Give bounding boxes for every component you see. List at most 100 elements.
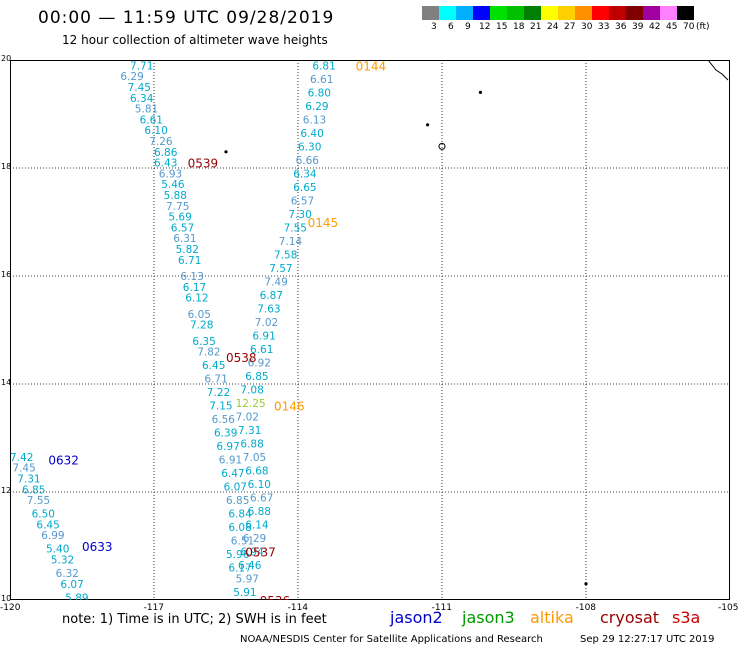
legend-swatch (660, 6, 677, 20)
y-tick-label: 20 (1, 54, 12, 63)
wave-height-value: 7.57 (269, 263, 292, 275)
wave-height-value: 6.35 (192, 336, 215, 348)
legend-label: 30 (581, 22, 593, 32)
wave-height-value: 6.13 (303, 114, 326, 126)
legend-swatch (558, 6, 575, 20)
x-tick-label: -108 (575, 603, 597, 613)
wave-height-value: 5.69 (168, 212, 191, 224)
wave-height-value: 7.05 (243, 452, 266, 464)
wave-height-value: 7.58 (274, 249, 297, 261)
x-tick-label: -105 (718, 603, 739, 613)
wave-height-value: 12.25 (236, 398, 266, 410)
wave-height-value: 5.88 (164, 190, 187, 202)
wave-height-value: 6.34 (293, 168, 317, 180)
wave-height-value: 6.13 (180, 271, 203, 283)
wave-height-value: 6.85 (226, 495, 249, 507)
legend-label: 18 (513, 22, 525, 32)
wave-height-value: 7.02 (255, 317, 278, 329)
wave-height-value: 6.84 (228, 509, 252, 521)
wave-height-value: 7.08 (240, 384, 263, 396)
wave-height-value: 6.14 (245, 519, 269, 531)
wave-height-value: 6.87 (260, 290, 283, 302)
wave-height-value: 6.46 (238, 560, 262, 572)
legend-swatch (575, 6, 592, 20)
wave-height-value: 5.89 (65, 592, 88, 600)
wave-height-value: 6.17 (183, 282, 206, 294)
legend-swatch (592, 6, 609, 20)
wave-height-value: 6.97 (216, 441, 239, 453)
wave-height-value: 6.99 (41, 530, 64, 542)
wave-height-value: 6.34 (130, 93, 154, 105)
land-dot (478, 90, 482, 94)
legend-swatch (626, 6, 643, 20)
wave-height-value: 7.49 (264, 276, 287, 288)
wave-height-value: 7.31 (17, 474, 40, 486)
wave-height-value: 6.39 (214, 428, 237, 440)
legend-s3a: s3a (672, 608, 701, 627)
wave-height-value: 7.45 (128, 82, 151, 94)
wave-height-value: 6.10 (248, 479, 271, 491)
x-tick-label: -114 (287, 603, 309, 613)
legend-label: 6 (448, 22, 454, 32)
color-legend-bar (422, 6, 694, 20)
land-dot (426, 123, 430, 127)
legend-jason2: jason2 (390, 608, 443, 627)
wave-height-value: 6.56 (212, 414, 236, 426)
wave-height-value: 6.10 (144, 125, 167, 137)
wave-height-value: 6.61 (250, 344, 273, 356)
wave-height-value: 6.68 (245, 465, 268, 477)
wave-height-value: 6.61 (310, 74, 333, 86)
wave-height-value: 7.42 (10, 452, 33, 464)
wave-height-value: 6.32 (56, 568, 79, 580)
wave-height-value: 6.51 (231, 536, 254, 548)
legend-label: 33 (598, 22, 610, 32)
wave-height-value: 5.81 (135, 104, 158, 116)
pass-label: 0538 (226, 351, 257, 365)
legend-label: 21 (530, 22, 542, 32)
wave-height-value: 7.55 (27, 495, 50, 507)
wave-height-value: 7.14 (279, 236, 303, 248)
legend-swatch (456, 6, 473, 20)
wave-height-value: 6.71 (178, 255, 201, 267)
wave-height-value: 6.94 (240, 546, 264, 558)
x-tick-label: -120 (0, 603, 21, 613)
wave-height-value: 6.05 (188, 309, 211, 321)
coastline (707, 60, 729, 81)
wave-height-value: 6.50 (32, 509, 55, 521)
wave-height-value: 5.97 (236, 573, 259, 585)
wave-height-value: 5.82 (176, 244, 199, 256)
legend-swatch (643, 6, 660, 20)
legend-label: 15 (496, 22, 508, 32)
wave-height-value: 7.71 (130, 60, 153, 72)
wave-height-value: 6.80 (308, 87, 331, 99)
wave-height-value: 6.30 (298, 141, 321, 153)
pass-label: 0632 (48, 454, 79, 468)
wave-height-value: 7.63 (257, 303, 280, 315)
wave-height-value: 6.65 (293, 182, 316, 194)
legend-unit: (ft) (696, 22, 710, 32)
y-tick-label: 14 (1, 378, 12, 387)
wave-height-value: 7.15 (209, 401, 232, 413)
legend-label: 24 (547, 22, 559, 32)
wave-height-value: 6.61 (140, 114, 163, 126)
wave-height-value: 6.47 (221, 468, 244, 480)
legend-swatch (490, 6, 507, 20)
map-frame (10, 60, 730, 600)
pass-label: 0539 (188, 157, 219, 171)
land-dot (224, 150, 228, 154)
legend-swatch (439, 6, 456, 20)
wave-height-value: 7.31 (238, 425, 261, 437)
wave-height-value: 5.46 (161, 179, 185, 191)
legend-swatch (609, 6, 626, 20)
pass-label: 0633 (82, 540, 113, 554)
y-tick-label: 16 (1, 270, 12, 279)
legend-swatch (524, 6, 541, 20)
wave-height-map: 7.716.297.456.345.816.616.107.266.866.43… (10, 60, 730, 600)
legend-label: 9 (465, 22, 471, 32)
legend-altika: altika (530, 608, 574, 627)
pass-label: 0536 (260, 594, 291, 600)
page-subtitle: 12 hour collection of altimeter wave hei… (62, 33, 328, 47)
units-note: note: 1) Time is in UTC; 2) SWH is in fe… (62, 612, 327, 627)
wave-height-value: 6.07 (60, 579, 83, 591)
